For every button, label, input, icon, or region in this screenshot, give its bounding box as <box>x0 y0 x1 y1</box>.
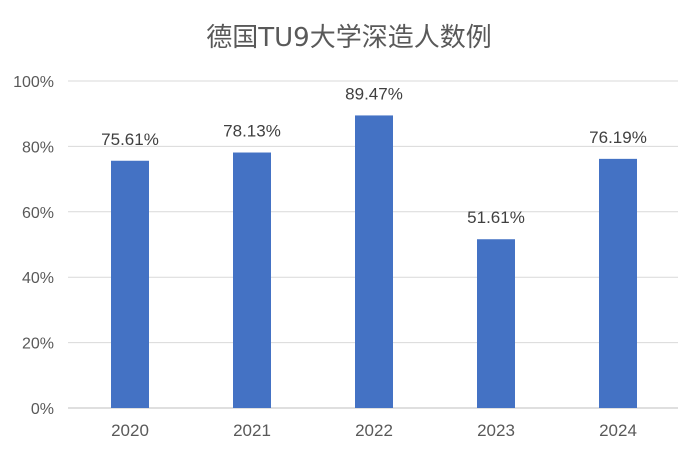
bar <box>355 115 393 408</box>
x-tick-label: 2021 <box>233 421 271 440</box>
chart-title: 德国TU9大学深造人数例 <box>206 23 491 53</box>
bar <box>111 160 149 408</box>
data-label: 78.13% <box>223 122 281 141</box>
bar <box>599 158 637 408</box>
data-label: 89.47% <box>345 84 403 103</box>
y-tick-label: 40% <box>22 270 54 287</box>
data-label: 51.61% <box>467 208 525 227</box>
data-label: 75.61% <box>101 130 159 149</box>
x-axis-labels: 2020 2021 2022 2023 2024 <box>111 421 637 440</box>
bar <box>477 239 515 408</box>
x-tick-label: 2022 <box>355 421 393 440</box>
y-tick-label: 60% <box>22 205 54 222</box>
y-tick-label: 20% <box>22 336 54 353</box>
x-tick-label: 2024 <box>599 421 637 440</box>
bars <box>111 115 637 408</box>
y-tick-label: 100% <box>13 74 54 91</box>
y-tick-label: 80% <box>22 139 54 156</box>
x-tick-label: 2023 <box>477 421 515 440</box>
x-tick-label: 2020 <box>111 421 149 440</box>
y-axis-ticks: 0% 20% 40% 60% 80% 100% <box>13 74 54 418</box>
bar <box>233 152 271 408</box>
data-labels: 75.61% 78.13% 89.47% 51.61% 76.19% <box>101 84 647 227</box>
data-label: 76.19% <box>589 128 647 147</box>
y-tick-label: 0% <box>31 401 54 418</box>
